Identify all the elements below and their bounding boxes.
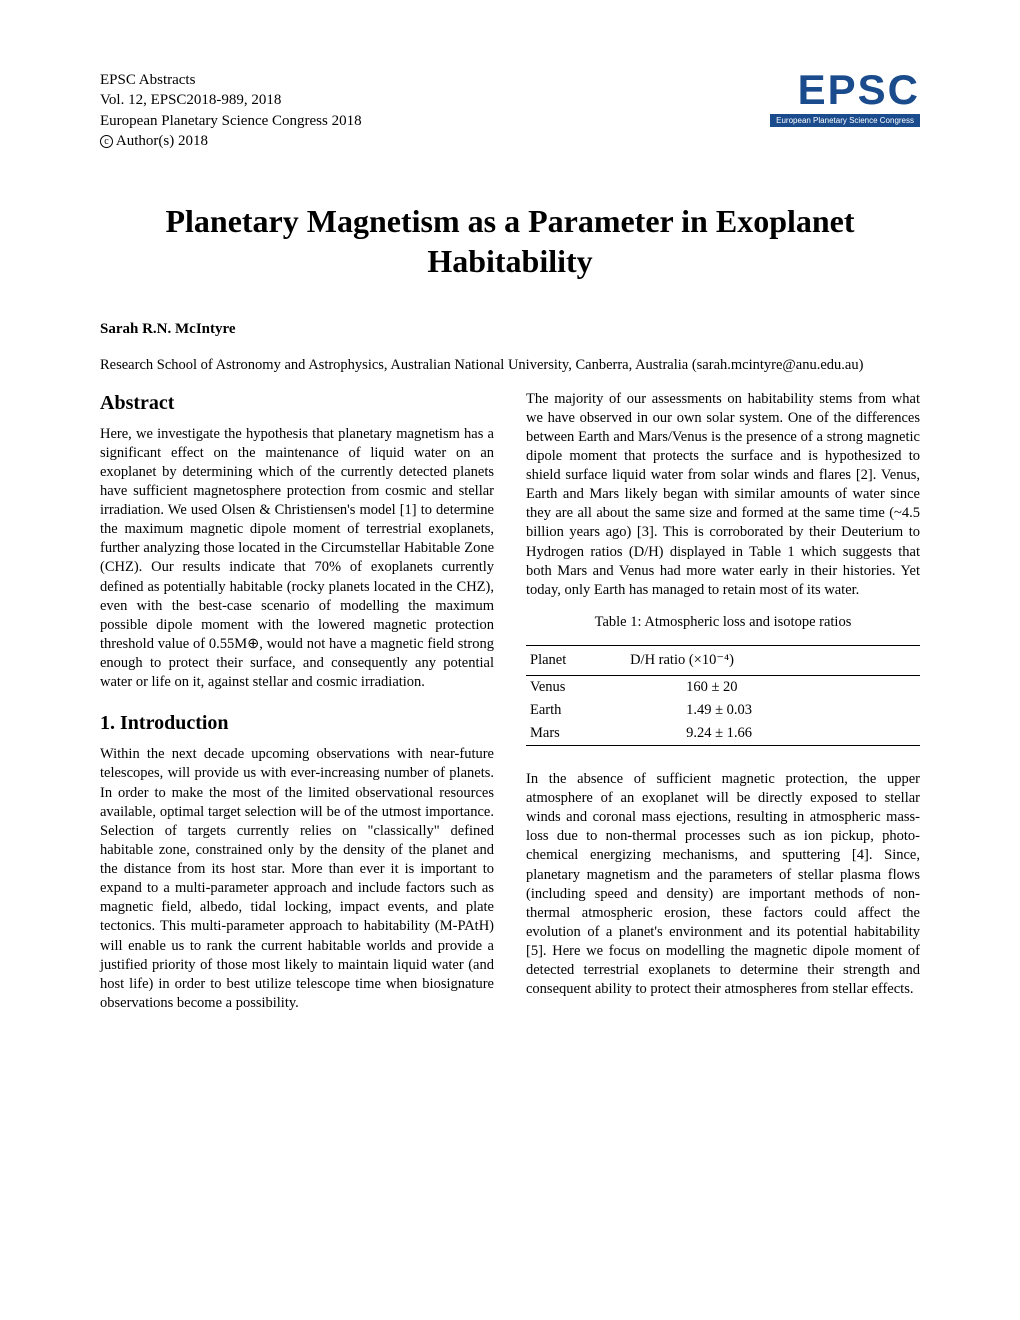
copyright-icon: c [100, 135, 113, 148]
table-cell: Venus [526, 675, 626, 699]
epsc-logo: EPSC European Planetary Science Congress [770, 70, 920, 128]
logo-main-text: EPSC [770, 70, 920, 110]
introduction-heading: 1. Introduction [100, 712, 494, 735]
table-col0-header: Planet [526, 645, 626, 675]
table-row: Mars 9.24 ± 1.66 [526, 722, 920, 746]
left-column: Abstract Here, we investigate the hypoth… [100, 390, 494, 1028]
logo-sub-text: European Planetary Science Congress [770, 114, 920, 127]
header-line4-rest: Author(s) 2018 [113, 133, 208, 149]
table-caption: Table 1: Atmospheric loss and isotope ra… [526, 614, 920, 631]
table-row: Earth 1.49 ± 0.03 [526, 699, 920, 722]
table-cell: Earth [526, 699, 626, 722]
header-line2: Vol. 12, EPSC2018-989, 2018 [100, 90, 362, 110]
paper-title: Planetary Magnetism as a Parameter in Ex… [100, 201, 920, 281]
abstract-heading: Abstract [100, 392, 494, 415]
header-line1: EPSC Abstracts [100, 70, 362, 90]
header-line4: c Author(s) 2018 [100, 131, 362, 151]
author-name: Sarah R.N. McIntyre [100, 321, 920, 338]
intro-paragraph-1: Within the next decade upcoming observat… [100, 745, 494, 1013]
col2-paragraph-1: The majority of our assessments on habit… [526, 390, 920, 600]
abstract-text: Here, we investigate the hypothesis that… [100, 425, 494, 693]
col2-paragraph-2: In the absence of sufficient magnetic pr… [526, 770, 920, 1000]
isotope-table: Planet D/H ratio (×10⁻⁴) Venus 160 ± 20 … [526, 645, 920, 746]
table-col1-header: D/H ratio (×10⁻⁴) [626, 645, 920, 675]
table-cell: Mars [526, 722, 626, 746]
header-meta: EPSC Abstracts Vol. 12, EPSC2018-989, 20… [100, 70, 362, 151]
two-column-body: Abstract Here, we investigate the hypoth… [100, 390, 920, 1028]
right-column: The majority of our assessments on habit… [526, 390, 920, 1028]
page-header: EPSC Abstracts Vol. 12, EPSC2018-989, 20… [100, 70, 920, 151]
table-row: Venus 160 ± 20 [526, 675, 920, 699]
header-line3: European Planetary Science Congress 2018 [100, 111, 362, 131]
author-affiliation: Research School of Astronomy and Astroph… [100, 356, 920, 376]
table-cell: 160 ± 20 [626, 675, 920, 699]
table-cell: 1.49 ± 0.03 [626, 699, 920, 722]
table-cell: 9.24 ± 1.66 [626, 722, 920, 746]
table-header-row: Planet D/H ratio (×10⁻⁴) [526, 645, 920, 675]
